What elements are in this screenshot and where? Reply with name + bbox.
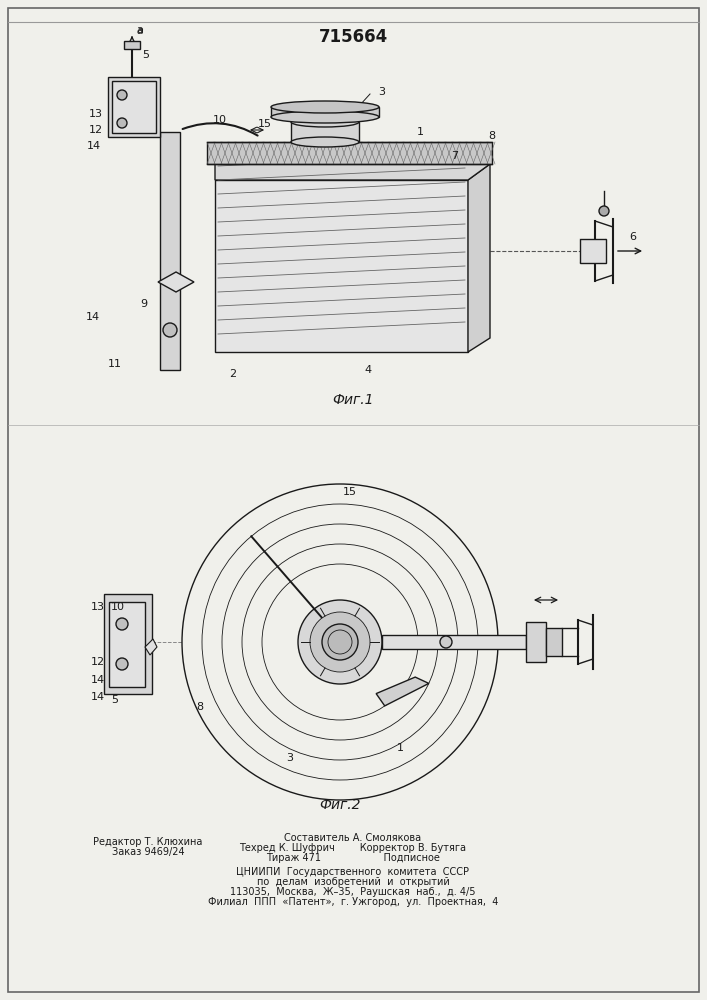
Text: 8: 8 <box>197 702 204 712</box>
Text: a: a <box>136 26 144 36</box>
Text: 9: 9 <box>141 299 148 309</box>
Text: 10: 10 <box>111 602 125 612</box>
Text: 14: 14 <box>91 692 105 702</box>
Text: 1: 1 <box>397 743 404 753</box>
Circle shape <box>440 636 452 648</box>
Text: 3: 3 <box>378 87 385 97</box>
Bar <box>271 107 379 117</box>
Text: 10: 10 <box>213 115 227 125</box>
Ellipse shape <box>291 137 359 147</box>
Text: 11: 11 <box>108 359 122 369</box>
Text: по  делам  изобретений  и  открытий: по делам изобретений и открытий <box>257 877 450 887</box>
Text: 5: 5 <box>143 50 149 60</box>
Text: 5: 5 <box>112 695 119 705</box>
Polygon shape <box>215 164 490 180</box>
Text: Филиал  ППП  «Патент»,  г. Ужгород,  ул.  Проектная,  4: Филиал ППП «Патент», г. Ужгород, ул. Про… <box>208 897 498 907</box>
Circle shape <box>298 600 382 684</box>
Polygon shape <box>158 272 194 292</box>
Text: 13: 13 <box>89 109 103 119</box>
Text: 3: 3 <box>286 753 293 763</box>
Text: 12: 12 <box>91 657 105 667</box>
Text: Фиг.2: Фиг.2 <box>320 798 361 812</box>
Text: 14: 14 <box>91 675 105 685</box>
Text: Тираж 471                    Подписное: Тираж 471 Подписное <box>266 853 440 863</box>
Bar <box>112 81 156 133</box>
Circle shape <box>599 206 609 216</box>
Text: 7: 7 <box>452 151 459 161</box>
Bar <box>546 628 562 656</box>
Polygon shape <box>145 639 157 655</box>
Text: 13: 13 <box>91 602 105 612</box>
Ellipse shape <box>271 101 379 113</box>
Text: 15: 15 <box>258 119 272 129</box>
Circle shape <box>310 612 370 672</box>
Bar <box>215 180 468 352</box>
Text: Составитель А. Смолякова: Составитель А. Смолякова <box>284 833 421 843</box>
Bar <box>526 622 546 662</box>
Circle shape <box>117 118 127 128</box>
Text: Заказ 9469/24: Заказ 9469/24 <box>112 847 185 857</box>
Circle shape <box>116 618 128 630</box>
Bar <box>104 594 152 694</box>
Text: 15: 15 <box>343 487 357 497</box>
Circle shape <box>117 90 127 100</box>
Bar <box>580 239 606 263</box>
Text: 715664: 715664 <box>318 28 387 46</box>
Ellipse shape <box>291 117 359 127</box>
Text: 14: 14 <box>86 312 100 322</box>
Text: Техред К. Шуфрич        Корректор В. Бутяга: Техред К. Шуфрич Корректор В. Бутяга <box>240 843 467 853</box>
Bar <box>291 122 359 142</box>
Circle shape <box>163 323 177 337</box>
Polygon shape <box>376 677 429 706</box>
Bar <box>160 132 180 370</box>
Text: Редактор Т. Клюхина: Редактор Т. Клюхина <box>93 837 203 847</box>
Text: 113035,  Москва,  Ж–35,  Раушская  наб.,  д. 4/5: 113035, Москва, Ж–35, Раушская наб., д. … <box>230 887 476 897</box>
Ellipse shape <box>271 111 379 123</box>
Text: 12: 12 <box>89 125 103 135</box>
Polygon shape <box>468 164 490 352</box>
Bar <box>108 77 160 137</box>
Text: ЦНИИПИ  Государственного  комитета  СССР: ЦНИИПИ Государственного комитета СССР <box>237 867 469 877</box>
Text: Фиг.1: Фиг.1 <box>332 393 374 407</box>
Bar <box>382 635 526 649</box>
Text: a: a <box>136 25 144 35</box>
Text: 4: 4 <box>364 365 372 375</box>
Bar <box>124 41 140 49</box>
Text: 14: 14 <box>87 141 101 151</box>
Circle shape <box>322 624 358 660</box>
Text: 6: 6 <box>629 232 636 242</box>
Circle shape <box>116 658 128 670</box>
Text: 1: 1 <box>416 127 423 137</box>
Polygon shape <box>207 142 492 164</box>
Bar <box>109 602 145 687</box>
Text: 2: 2 <box>230 369 237 379</box>
Text: 8: 8 <box>489 131 496 141</box>
